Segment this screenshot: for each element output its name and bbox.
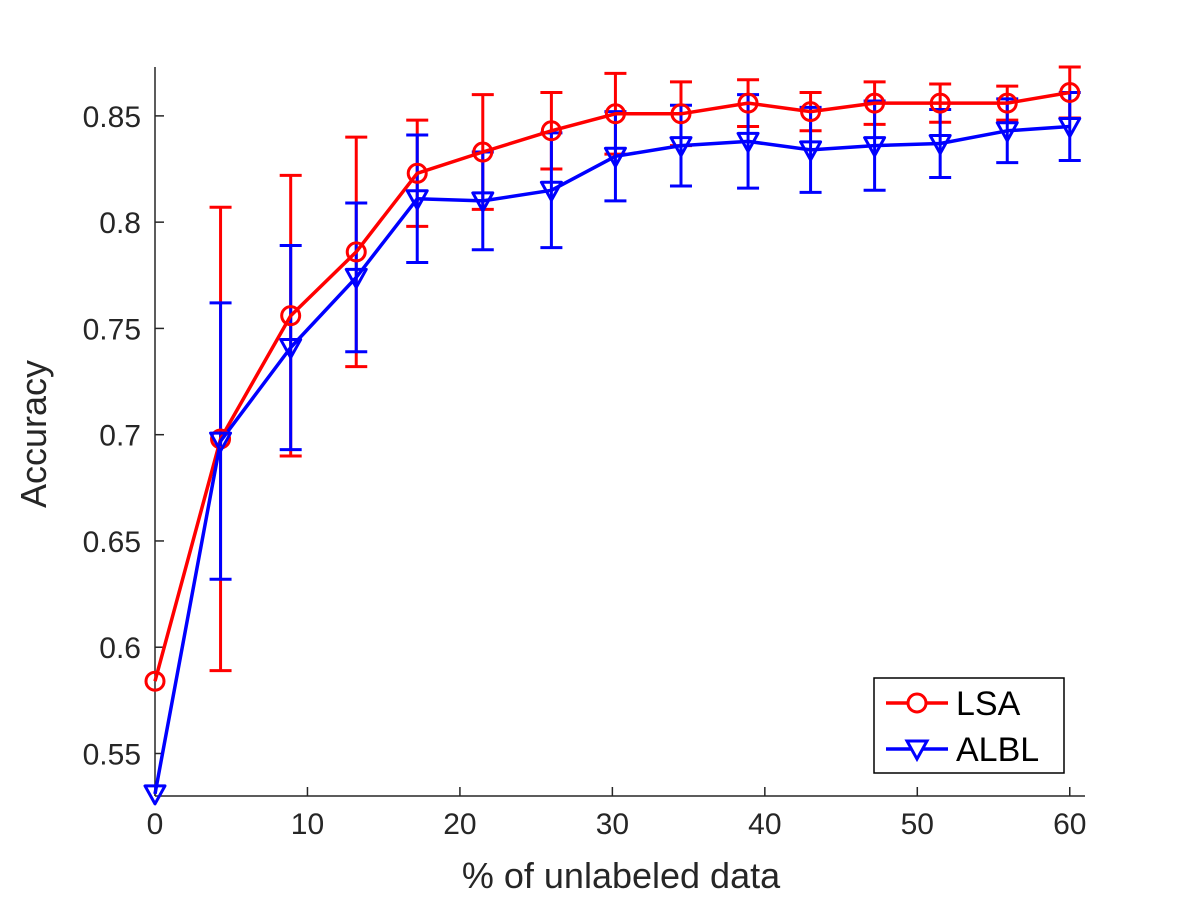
legend-label-lsa: LSA [956,685,1021,723]
y-tick-label: 0.65 [83,526,141,559]
albl-point [1058,117,1082,139]
lsa-point [1059,82,1081,104]
axes [154,67,1085,797]
x-tick-label: 0 [147,808,164,841]
albl-point [928,134,952,156]
legend-triangle-marker [904,739,930,763]
albl-line [153,124,1070,795]
lsa-point [929,92,951,114]
y-tick-label: 0.8 [99,207,141,240]
lsa-point [864,92,886,114]
lsa-point [670,103,692,125]
y-tick-label: 0.7 [99,420,141,453]
lsa-point [996,92,1018,114]
albl-point [603,146,627,168]
albl-point [143,784,167,806]
legend-box [873,677,1065,774]
tick-labels: 0 10 20 30 40 50 60 0.55 0.6 0.65 0.7 0.75 0.8 0.85 [83,101,1087,841]
error-bars [209,65,1081,673]
lsa-point [604,103,626,125]
x-tick-label: 40 [748,808,781,841]
lsa-point [280,305,302,327]
y-tick-label: 0.6 [99,632,141,665]
lsa-point [144,670,166,692]
lsa-point [406,162,428,184]
x-tick-label: 20 [443,808,476,841]
lsa-point [540,120,562,142]
x-tick-label: 10 [291,808,324,841]
x-tick-label: 30 [596,808,629,841]
legend-circle-marker [906,692,928,714]
albl-point [405,189,429,211]
x-tick-label: 50 [901,808,934,841]
lsa-point [737,92,759,114]
albl-point [471,191,495,213]
legend-item-albl: ALBL [886,731,1039,769]
legend: LSA ALBL [873,677,1065,774]
lsa-line [153,90,1071,682]
lsa-point [210,428,232,450]
legend-item-lsa: LSA [886,685,1021,723]
data-markers [143,82,1082,806]
y-tick-label: 0.75 [83,313,141,346]
lsa-point [472,141,494,163]
x-tick-label: 60 [1053,808,1086,841]
albl-point [209,431,233,453]
albl-point [863,136,887,158]
albl-point [736,131,760,153]
legend-label-albl: ALBL [956,731,1039,769]
albl-point [669,136,693,158]
y-tick-label: 0.55 [83,738,141,771]
albl-point [279,338,303,360]
albl-point [799,140,823,162]
albl-point [995,121,1019,143]
series-lines [153,90,1071,795]
y-tick-label: 0.85 [83,101,141,134]
albl-point [539,180,563,202]
y-axis-title: Accuracy [13,360,54,508]
x-axis-title: % of unlabeled data [462,855,781,896]
albl-point [344,267,368,289]
lsa-point [345,241,367,263]
lsa-point [800,101,822,123]
